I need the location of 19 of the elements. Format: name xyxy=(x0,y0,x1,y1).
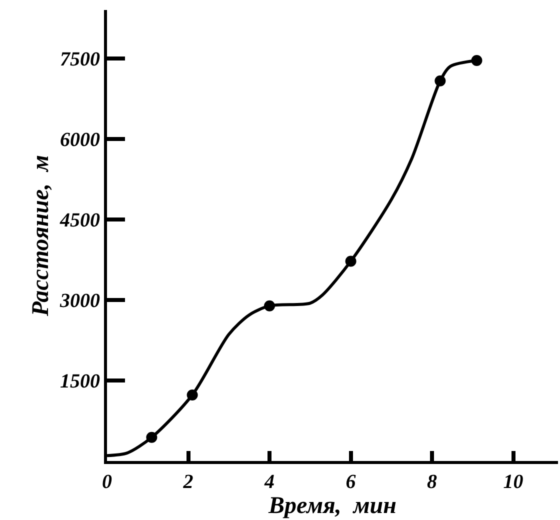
point xyxy=(434,75,446,86)
y-tick-label: 4500 xyxy=(59,209,100,232)
y-tick-label: 6000 xyxy=(60,128,100,151)
x-axis-title: Время, мин xyxy=(268,493,396,519)
y-tick-label: 1500 xyxy=(60,370,100,392)
y-axis-title: Расстояние, м xyxy=(28,154,54,318)
x-tick-label: 4 xyxy=(264,471,275,493)
point xyxy=(264,300,276,312)
x-tick-label: 6 xyxy=(346,471,356,493)
x-tick-label: 10 xyxy=(503,471,524,493)
point xyxy=(186,389,198,400)
point xyxy=(345,256,356,267)
point xyxy=(146,432,158,443)
y-tick-label: 3000 xyxy=(59,290,100,312)
x-tick-label: 2 xyxy=(182,471,194,493)
x-tick-label: 0 xyxy=(102,471,112,493)
y-tick-label: 7500 xyxy=(60,48,100,70)
point xyxy=(471,54,482,66)
x-tick-label: 8 xyxy=(427,471,438,493)
